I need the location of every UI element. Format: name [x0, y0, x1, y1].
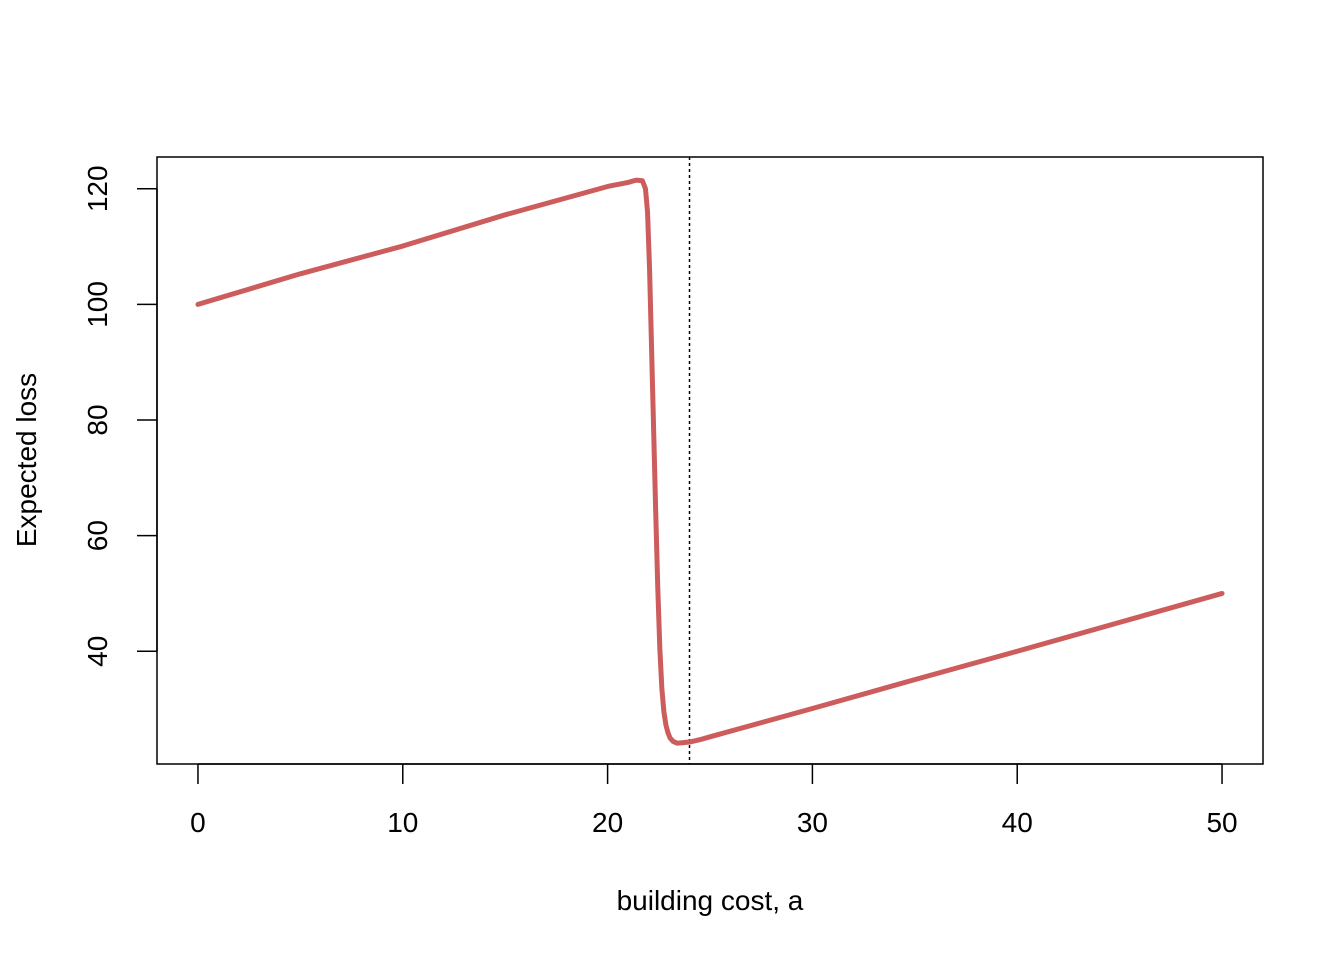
y-tick-label: 40 [82, 636, 113, 667]
y-tick-label: 120 [82, 165, 113, 212]
y-tick-label: 100 [82, 281, 113, 328]
series-layer [195, 177, 1225, 746]
x-tick-label: 20 [592, 807, 623, 838]
x-tick-label: 10 [387, 807, 418, 838]
plot-frame [156, 156, 1264, 765]
x-axis-title: building cost, a [617, 885, 804, 916]
y-tick-label: 60 [82, 520, 113, 551]
y-axis-title: Expected loss [11, 373, 42, 547]
y-axis: 40 60 80 100 120 [82, 165, 158, 667]
x-tick-label: 40 [1002, 807, 1033, 838]
x-tick-label: 0 [190, 807, 206, 838]
y-tick-label: 80 [82, 404, 113, 435]
x-tick-label: 50 [1206, 807, 1237, 838]
x-tick-label: 30 [797, 807, 828, 838]
x-axis: 0 10 20 30 40 50 [190, 763, 1238, 838]
series-line [195, 177, 1225, 746]
